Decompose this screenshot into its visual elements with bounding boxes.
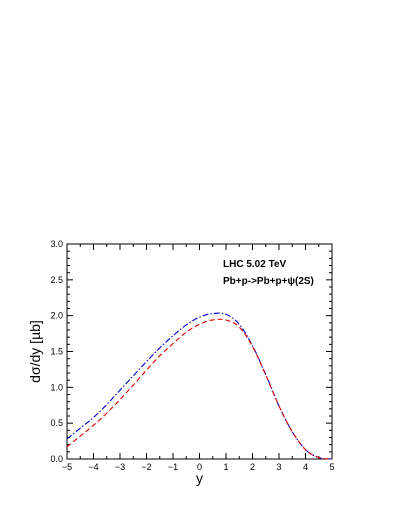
x-tick-label-9: 4 [303, 462, 308, 472]
y-tick-label-0: 0.0 [50, 454, 63, 464]
series-line-0 [66, 312, 333, 460]
series-line-1 [66, 318, 333, 460]
x-tick-label-5: 0 [197, 462, 202, 472]
annotation-energy: LHC 5.02 TeV [223, 259, 286, 270]
y-tick-label-3: 1.5 [50, 347, 63, 357]
y-tick-label-6: 3.0 [50, 239, 63, 249]
y-tick-label-4: 2.0 [50, 311, 63, 321]
y-tick-label-2: 1.0 [50, 382, 63, 392]
x-tick-labels: −5 −4 −3 −2 −1 0 1 2 3 4 5 [62, 462, 335, 472]
x-tick-label-0: −5 [62, 462, 72, 472]
x-axis-label: y [196, 470, 203, 486]
x-tick-label-7: 2 [250, 462, 255, 472]
y-axis-label: dσ/dy [µb] [27, 320, 43, 383]
x-tick-label-2: −3 [115, 462, 125, 472]
series-layer [66, 312, 333, 460]
x-tick-label-1: −4 [88, 462, 98, 472]
x-tick-label-3: −2 [141, 462, 151, 472]
y-tick-labels: 0.0 0.5 1.0 1.5 2.0 2.5 3.0 [50, 239, 63, 464]
x-tick-label-10: 5 [329, 462, 334, 472]
x-tick-label-6: 1 [223, 462, 228, 472]
y-tick-label-5: 2.5 [50, 275, 63, 285]
y-tick-label-1: 0.5 [50, 418, 63, 428]
x-tick-label-4: −1 [168, 462, 178, 472]
annotation-process: Pb+p->Pb+p+ψ(2S) [223, 276, 314, 287]
x-tick-label-8: 3 [276, 462, 281, 472]
